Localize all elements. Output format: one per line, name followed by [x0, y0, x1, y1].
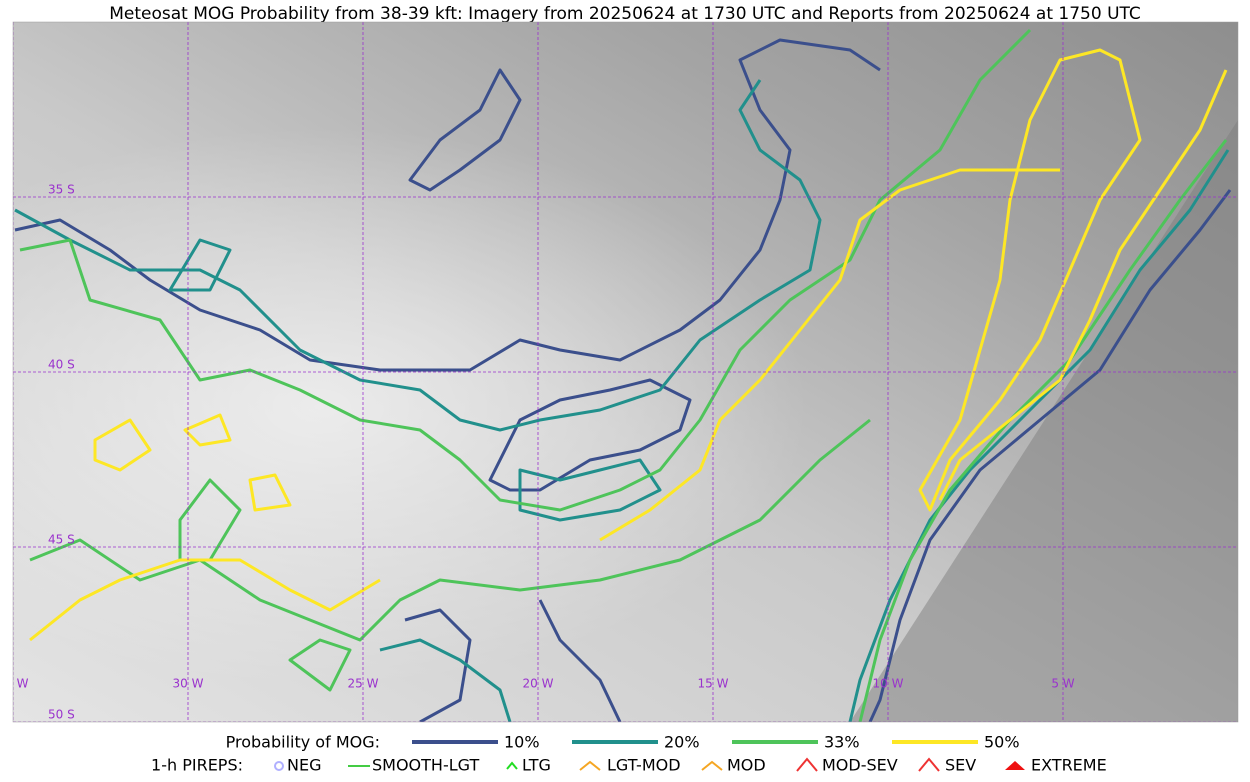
contour [918, 48, 1142, 512]
contour [599, 168, 1060, 542]
lon-label: 35 W [0, 677, 29, 691]
pirep-label: MOD-SEV [822, 756, 898, 775]
legend-title: Probability of MOG: [226, 733, 380, 752]
contour [248, 473, 292, 512]
contour [404, 608, 472, 722]
lon-label: 30 W [173, 677, 204, 691]
contour [848, 149, 1230, 722]
lat-label: 35 S [48, 183, 75, 197]
icon-ltg [506, 761, 518, 770]
pirep-label: SEV [945, 756, 976, 775]
lon-label: 25 W [348, 677, 379, 691]
map-frame [12, 21, 1239, 723]
contour [93, 418, 152, 472]
icon-mod-sev [796, 757, 818, 772]
contour [868, 189, 1232, 722]
pirep-label: MOD [727, 756, 766, 775]
contour [168, 238, 232, 292]
pirep-label: SMOOTH-LGT [372, 756, 479, 775]
pirep-label: EXTREME [1031, 756, 1107, 775]
contour [178, 478, 242, 562]
lat-label: 45 S [48, 533, 75, 547]
legend-label: 33% [824, 733, 860, 752]
contour [14, 79, 822, 432]
lon-label: 20 W [523, 677, 554, 691]
lon-label: 5 W [1051, 677, 1074, 691]
contour [488, 378, 692, 492]
contour [29, 418, 871, 642]
pirep-label: LTG [522, 756, 551, 775]
lat-label: 40 S [48, 358, 75, 372]
lon-label: 10 W [873, 677, 904, 691]
contour [29, 558, 381, 642]
legend-title: 1-h PIREPS: [151, 756, 243, 775]
contour [408, 68, 522, 192]
contour [538, 599, 622, 722]
pirep-label: LGT-MOD [607, 756, 681, 775]
contour [288, 638, 352, 692]
contour [938, 69, 1228, 501]
contour [518, 458, 662, 522]
map: 35 W 30 W 25 W 20 W 15 W 10 W 5 W 35 S 40 S 45 S 5… [0, 22, 1238, 722]
title: Meteosat MOG Probability from 38-39 kft:… [109, 4, 1141, 24]
contour [14, 38, 881, 372]
icon-extreme [1005, 761, 1025, 770]
legend-label: 10% [504, 733, 540, 752]
legend-label: 50% [984, 733, 1020, 752]
lat-label: 50 S [48, 708, 75, 722]
contour [19, 28, 1032, 512]
icon-lgt-mod [579, 760, 601, 771]
pirep-label: NEG [287, 756, 321, 775]
lon-label: 15 W [698, 677, 729, 691]
icon-neg [274, 761, 284, 771]
contour [379, 638, 512, 722]
legend-label: 20% [664, 733, 700, 752]
contour [183, 413, 232, 447]
icon-sev [918, 757, 940, 772]
icon-mod [701, 760, 723, 771]
